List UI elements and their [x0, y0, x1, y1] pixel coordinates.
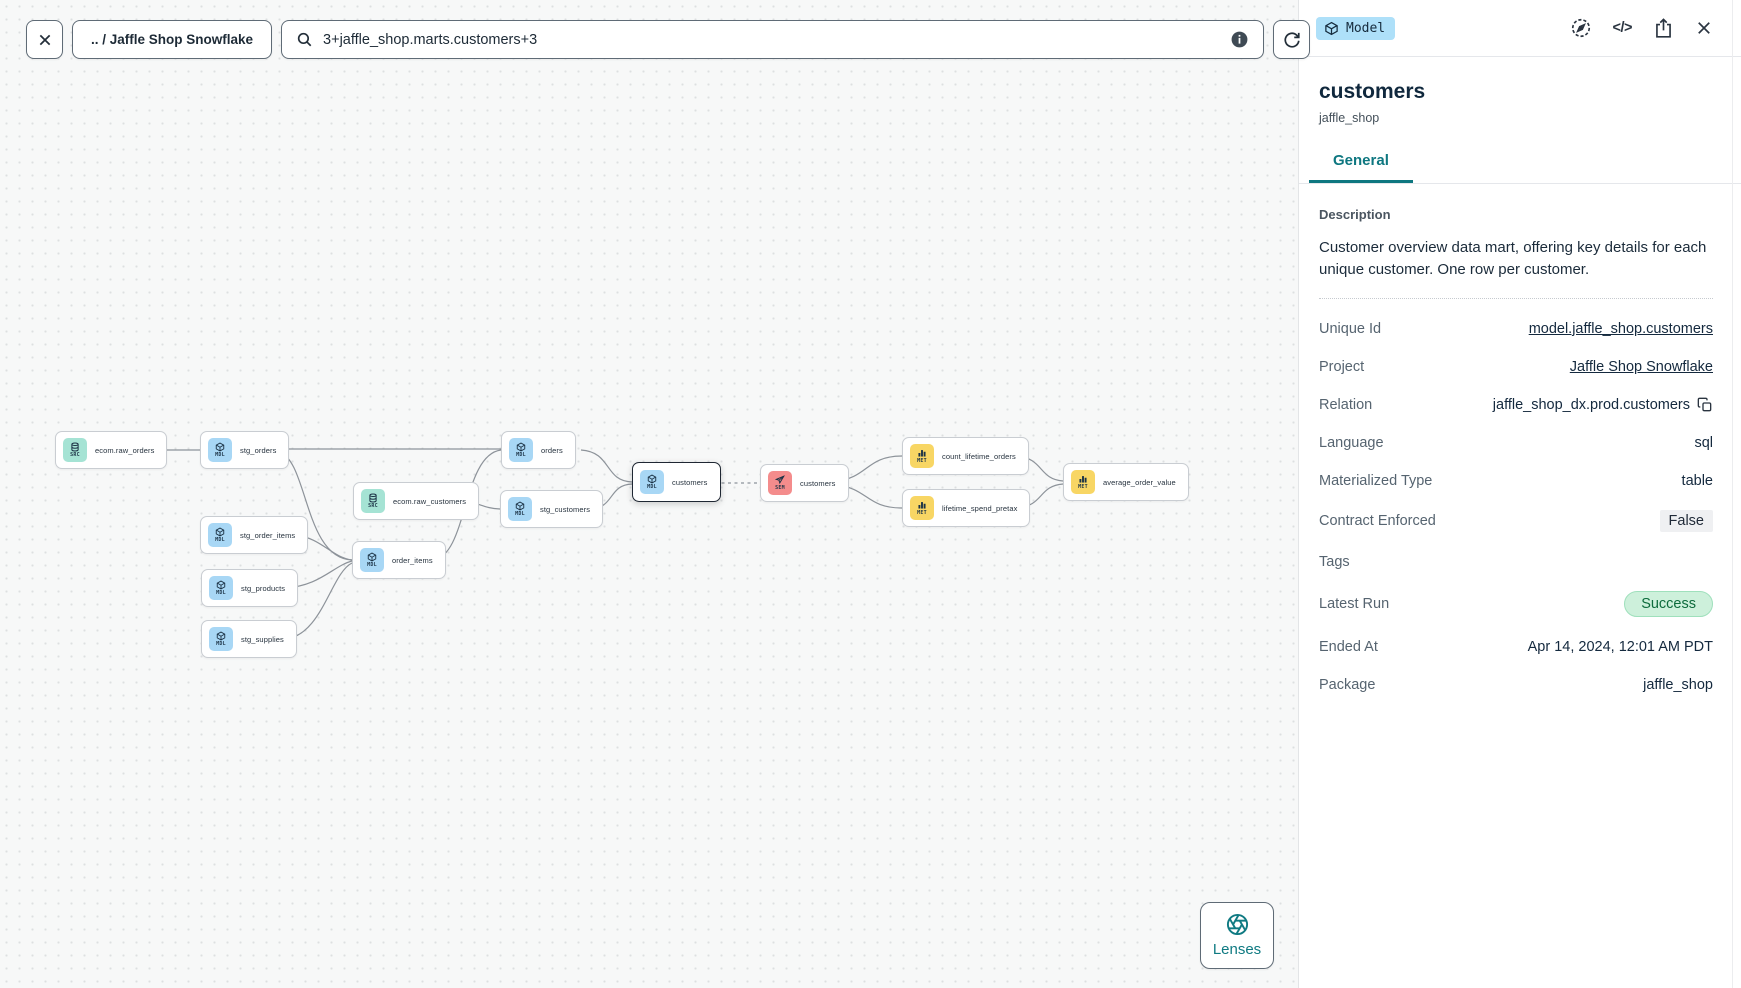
status-badge: Success [1624, 591, 1713, 618]
breadcrumb[interactable]: .. / Jaffle Shop Snowflake [72, 20, 273, 59]
field-tags: Tags [1319, 553, 1350, 570]
source-icon: SRC [361, 489, 385, 513]
share-icon [1656, 17, 1671, 38]
page-title: customers [1319, 80, 1426, 103]
field-ended-at: Ended At Apr 14, 2024, 12:01 AM PDT [1319, 638, 1713, 655]
refresh-button[interactable] [1273, 20, 1311, 59]
graph-node-ecom-raw-orders[interactable]: SRC ecom.raw_orders [55, 431, 168, 469]
lineage-search[interactable] [281, 20, 1265, 59]
info-icon[interactable] [1230, 30, 1249, 49]
open-lineage-button[interactable] [1570, 17, 1592, 39]
metric-icon: MET [910, 496, 934, 520]
panel-scrollbar[interactable] [1732, 0, 1741, 988]
graph-node-stg-orders[interactable]: MDL stg_orders [200, 431, 290, 469]
model-icon: MDL [208, 438, 232, 462]
model-icon: MDL [508, 497, 532, 521]
resource-type-badge: Model [1316, 16, 1396, 40]
aperture-lenses-icon [1226, 913, 1248, 936]
copy-icon [1697, 397, 1712, 412]
graph-node-customers-selected[interactable]: MDL customers [632, 462, 721, 502]
model-icon: MDL [640, 470, 664, 494]
semantic-model-icon: SEM [768, 471, 792, 495]
details-panel: Model </> customers jaffle_shop General … [1298, 0, 1741, 988]
model-icon: MDL [360, 548, 384, 572]
close-lineage-button[interactable] [26, 20, 63, 59]
model-cube-icon [1325, 21, 1338, 35]
graph-node-stg-products[interactable]: MDL stg_products [201, 569, 299, 607]
view-code-button[interactable]: </> [1612, 20, 1633, 36]
description-section-label: Description [1319, 207, 1391, 222]
field-project: Project Jaffle Shop Snowflake [1319, 358, 1713, 375]
graph-node-customers-semantic[interactable]: SEM customers [760, 464, 849, 502]
graph-node-stg-customers[interactable]: MDL stg_customers [500, 490, 604, 528]
graph-node-average-order-value[interactable]: MET average_order_value [1063, 463, 1189, 501]
unique-id-link[interactable]: model.jaffle_shop.customers [1528, 320, 1713, 337]
compass-lineage-icon [1571, 18, 1590, 38]
tab-general[interactable]: General [1309, 152, 1413, 183]
field-materialized-type: Materialized Type table [1319, 472, 1713, 489]
source-icon: SRC [63, 438, 87, 462]
graph-node-count-lifetime-orders[interactable]: MET count_lifetime_orders [902, 437, 1029, 475]
project-link[interactable]: Jaffle Shop Snowflake [1569, 358, 1713, 375]
metric-icon: MET [910, 444, 934, 468]
divider [1319, 298, 1713, 300]
search-icon [297, 32, 312, 47]
description-text: Customer overview data mart, offering ke… [1319, 239, 1707, 279]
package-subtitle: jaffle_shop [1319, 111, 1380, 125]
model-icon: MDL [209, 627, 233, 651]
graph-node-orders[interactable]: MDL orders [501, 431, 576, 469]
lineage-canvas[interactable]: SRC ecom.raw_orders MDL stg_orders SRC e… [0, 0, 1298, 988]
field-contract-enforced: Contract Enforced False [1319, 510, 1713, 533]
field-unique-id: Unique Id model.jaffle_shop.customers [1319, 320, 1713, 337]
field-package: Package jaffle_shop [1319, 676, 1713, 693]
model-icon: MDL [209, 576, 233, 600]
graph-node-stg-supplies[interactable]: MDL stg_supplies [201, 620, 297, 658]
panel-tabs: General [1299, 152, 1741, 184]
graph-node-order-items[interactable]: MDL order_items [352, 541, 446, 579]
model-icon: MDL [509, 438, 533, 462]
code-icon: </> [1612, 20, 1633, 36]
lenses-label: Lenses [1212, 941, 1262, 958]
contract-enforced-badge: False [1659, 510, 1713, 533]
refresh-icon [1284, 31, 1300, 48]
panel-header: Model </> [1299, 0, 1741, 57]
lineage-toolbar: .. / Jaffle Shop Snowflake [26, 20, 1311, 59]
graph-node-stg-order-items[interactable]: MDL stg_order_items [200, 516, 309, 554]
close-icon [1698, 22, 1710, 34]
lenses-button[interactable]: Lenses [1200, 902, 1274, 969]
graph-node-lifetime-spend-pretax[interactable]: MET lifetime_spend_pretax [902, 489, 1031, 527]
graph-node-ecom-raw-customers[interactable]: SRC ecom.raw_customers [353, 482, 480, 520]
field-latest-run: Latest Run Success [1319, 591, 1713, 618]
field-language: Language sql [1319, 434, 1713, 451]
close-panel-button[interactable] [1695, 19, 1713, 37]
model-icon: MDL [208, 523, 232, 547]
metric-icon: MET [1071, 470, 1095, 494]
copy-relation-button[interactable] [1697, 397, 1713, 413]
search-input[interactable] [323, 31, 1221, 48]
share-button[interactable] [1653, 17, 1674, 39]
close-icon [39, 34, 50, 45]
field-relation: Relation jaffle_shop_dx.prod.customers [1319, 396, 1713, 413]
